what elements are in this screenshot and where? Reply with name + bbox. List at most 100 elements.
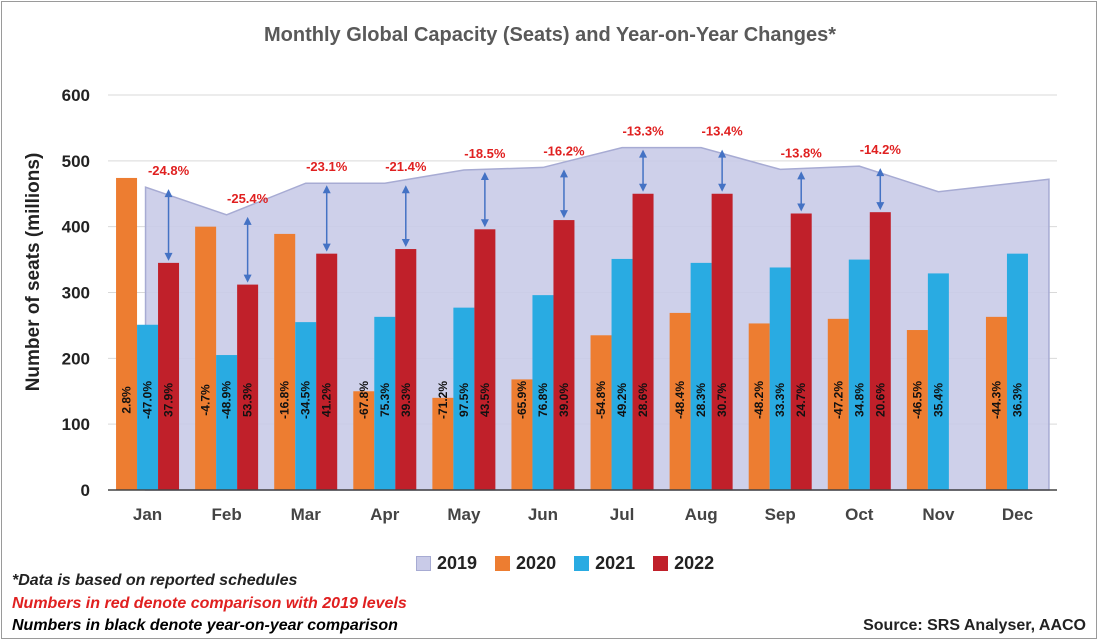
legend: 2019 2020 2021 2022: [416, 553, 732, 574]
data-label-2022: 20.6%: [873, 383, 887, 417]
vs-2019-label: -16.2%: [543, 143, 585, 158]
legend-item-2021: 2021: [574, 553, 635, 574]
note-red-numbers: Numbers in red denote comparison with 20…: [12, 595, 407, 612]
data-label-2021: -34.5%: [299, 381, 313, 419]
legend-item-2019: 2019: [416, 553, 477, 574]
bar-2021-Jul: [611, 258, 633, 490]
legend-swatch-2019: [416, 556, 431, 571]
data-label-2020: -54.8%: [594, 381, 608, 419]
bar-2022-Sep: [790, 213, 812, 490]
bar-2020-Apr: [353, 391, 375, 490]
arrow-head-down: [559, 210, 568, 219]
legend-label-2019: 2019: [437, 553, 478, 573]
data-label-2022: 37.9%: [162, 383, 176, 417]
y-tick-label: 300: [62, 284, 90, 303]
arrow-head-down: [243, 274, 252, 283]
data-label-2022: 28.6%: [636, 383, 650, 417]
y-tick-label: 100: [62, 415, 90, 434]
vs-2019-label: -24.8%: [148, 163, 190, 178]
bar-2022-Feb: [237, 284, 259, 490]
data-label-2020: -47.2%: [831, 381, 845, 419]
bar-2020-Mar: [274, 233, 296, 491]
y-tick-label: 600: [62, 86, 90, 105]
bar-2021-Mar: [295, 322, 317, 490]
legend-label-2021: 2021: [595, 553, 636, 573]
vs-2019-label: -13.4%: [702, 124, 744, 139]
data-label-2022: 39.3%: [399, 383, 413, 417]
data-label-2021: -48.9%: [220, 381, 234, 419]
bar-2020-Sep: [748, 323, 770, 490]
legend-swatch-2021: [574, 556, 590, 571]
legend-label-2022: 2022: [674, 553, 715, 573]
x-tick-label: May: [447, 505, 481, 524]
arrow-head-up: [876, 168, 885, 177]
arrow-head-down: [876, 202, 885, 211]
data-label-2020: -46.5%: [910, 381, 924, 419]
bar-2020-Jan: [116, 177, 138, 490]
bar-2021-May: [453, 307, 475, 490]
x-tick-label: Jan: [133, 505, 162, 524]
data-label-2021: 75.3%: [378, 383, 392, 417]
bar-2020-Aug: [669, 312, 691, 490]
vs-2019-label: -13.8%: [781, 145, 823, 160]
vs-2019-label: -21.4%: [385, 159, 427, 174]
data-label-2022: 39.0%: [557, 383, 571, 417]
arrow-head-up: [243, 216, 252, 225]
vs-2019-label: -13.3%: [622, 124, 664, 139]
bar-2022-Mar: [316, 253, 338, 490]
x-tick-label: Oct: [845, 505, 874, 524]
vs-2019-label: -25.4%: [227, 191, 269, 206]
legend-swatch-2020: [495, 556, 511, 571]
arrow-head-up: [797, 171, 806, 180]
x-tick-label: Dec: [1002, 505, 1033, 524]
vs-2019-label: -23.1%: [306, 159, 348, 174]
arrow-head-down: [322, 243, 331, 252]
bar-2021-Sep: [769, 267, 791, 490]
arrow-head-up: [559, 169, 568, 178]
vs-2019-label: -18.5%: [464, 146, 506, 161]
y-tick-label: 0: [81, 481, 90, 500]
bar-2022-Apr: [395, 249, 417, 490]
arrow-head-down: [639, 183, 648, 192]
source-credit: Source: SRS Analyser, AACO: [863, 617, 1086, 634]
data-label-2021: 28.3%: [694, 383, 708, 417]
data-label-2021: 97.5%: [457, 383, 471, 417]
data-label-2022: 24.7%: [794, 383, 808, 417]
bar-2022-Jan: [158, 262, 180, 490]
arrow-head-down: [480, 219, 489, 228]
legend-swatch-2022: [653, 556, 669, 571]
arrow-head-down: [718, 183, 727, 192]
data-label-2022: 41.2%: [320, 383, 334, 417]
data-label-2022: 30.7%: [715, 383, 729, 417]
legend-item-2022: 2022: [653, 553, 714, 574]
legend-item-2020: 2020: [495, 553, 556, 574]
arrow-head-up: [164, 189, 173, 198]
note-data-basis: *Data is based on reported schedules: [12, 572, 298, 589]
note-black-numbers: Numbers in black denote year-on-year com…: [12, 617, 398, 634]
chart-title: Monthly Global Capacity (Seats) and Year…: [263, 24, 836, 46]
x-tick-label: Nov: [922, 505, 955, 524]
data-label-2020: -48.4%: [673, 381, 687, 419]
data-label-2021: 34.8%: [852, 383, 866, 417]
y-tick-label: 500: [62, 152, 90, 171]
data-label-2020: -71.2%: [436, 381, 450, 419]
x-tick-label: Mar: [291, 505, 322, 524]
x-tick-label: Feb: [212, 505, 242, 524]
legend-label-2020: 2020: [516, 553, 557, 573]
data-label-2020: 2.8%: [120, 386, 134, 414]
y-tick-label: 400: [62, 218, 90, 237]
data-label-2021: 33.3%: [773, 383, 787, 417]
bar-2022-Jul: [632, 193, 654, 490]
data-label-2021: 36.3%: [1010, 383, 1024, 417]
x-tick-label: Jul: [610, 505, 635, 524]
bar-2021-Dec: [1006, 253, 1028, 490]
data-label-2020: -67.8%: [357, 381, 371, 419]
bar-2020-Oct: [827, 318, 849, 490]
vs-2019-label: -14.2%: [860, 142, 902, 157]
bar-2021-Nov: [927, 273, 949, 490]
data-label-2022: 53.3%: [241, 383, 255, 417]
arrow-head-up: [401, 185, 410, 194]
data-label-2020: -48.2%: [752, 381, 766, 419]
